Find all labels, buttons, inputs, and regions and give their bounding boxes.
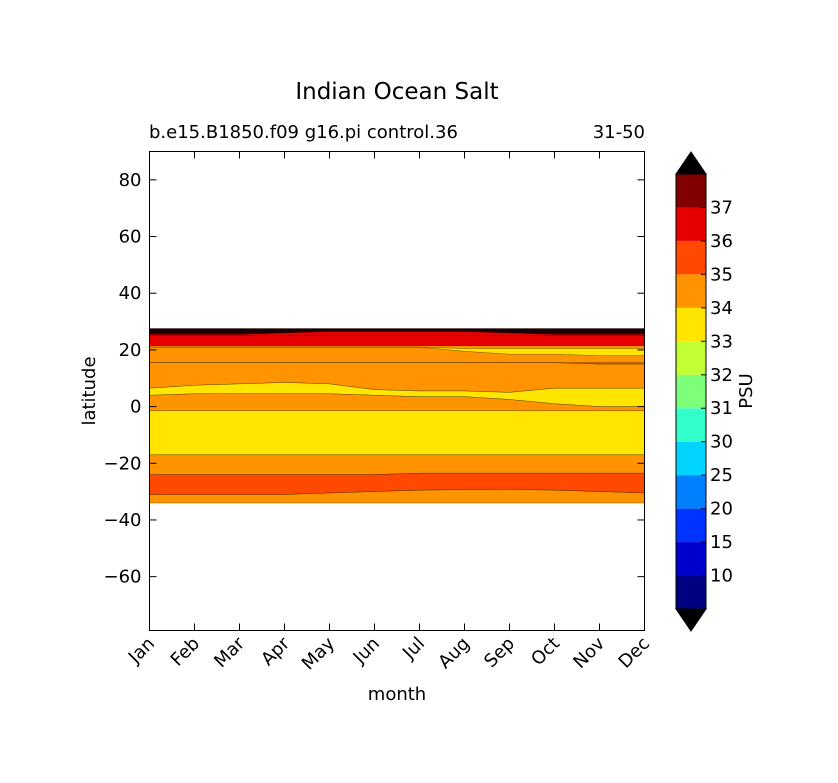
contour-band-34-35 bbox=[149, 489, 645, 504]
y-axis-ticks: 80 60 40 20 0 −20 −40 −60 bbox=[104, 170, 645, 588]
chart-subtitle-right: 31-50 bbox=[593, 122, 645, 143]
x-tick-label: Sep bbox=[480, 633, 519, 672]
contour-band-36-37 bbox=[149, 331, 645, 336]
colorbar-under-extend bbox=[675, 608, 707, 632]
colorbar-segment bbox=[676, 240, 706, 275]
y-tick-label: 40 bbox=[119, 283, 142, 304]
colorbar-tick-label: 33 bbox=[710, 331, 733, 352]
colorbar-over-extend bbox=[675, 151, 707, 175]
colorbar-segment bbox=[676, 441, 706, 476]
colorbar-tick-label: 32 bbox=[710, 365, 733, 386]
y-tick-label: 20 bbox=[119, 340, 142, 361]
colorbar-segment bbox=[676, 341, 706, 375]
x-tick-label: May bbox=[298, 633, 339, 674]
contour-band-33-34 bbox=[149, 346, 645, 356]
colorbar-segment bbox=[676, 274, 706, 308]
chart-subtitle-left: b.e15.B1850.f09 g16.pi control.36 bbox=[149, 122, 458, 143]
x-tick-label: Jul bbox=[398, 633, 429, 664]
x-tick-label: Nov bbox=[569, 633, 609, 673]
y-tick-label: −20 bbox=[104, 453, 142, 474]
colorbar-tick-label: 10 bbox=[710, 566, 733, 587]
contour-band-35-36 bbox=[149, 362, 645, 365]
y-tick-label: 60 bbox=[119, 227, 142, 248]
plot-area bbox=[149, 151, 645, 631]
contour-band-34-35 bbox=[149, 454, 645, 475]
x-tick-label: Mar bbox=[210, 633, 249, 672]
x-axis-label: month bbox=[368, 684, 426, 705]
colorbar-segment bbox=[676, 542, 706, 576]
y-tick-label: −40 bbox=[104, 510, 142, 531]
colorbar-segment bbox=[676, 174, 706, 208]
x-tick-label: Apr bbox=[257, 633, 294, 670]
colorbar-tick-label: 30 bbox=[710, 432, 733, 453]
contour-band-33-34 bbox=[149, 410, 645, 456]
colorbar-segment bbox=[676, 508, 706, 543]
colorbar-segment bbox=[676, 575, 706, 609]
chart-title: Indian Ocean Salt bbox=[295, 79, 498, 105]
colorbar-segment bbox=[676, 207, 706, 241]
colorbar: 10 15 20 25 30 31 32 33 34 35 36 37 bbox=[675, 151, 733, 632]
x-tick-label: Aug bbox=[434, 633, 474, 673]
x-tick-label: Dec bbox=[615, 633, 654, 672]
x-tick-label: Feb bbox=[167, 633, 204, 670]
x-tick-label: Jan bbox=[124, 633, 159, 668]
y-axis-label: latitude bbox=[79, 356, 100, 425]
colorbar-tick-label: 36 bbox=[710, 231, 733, 252]
colorbar-tick-label: 31 bbox=[710, 398, 733, 419]
colorbar-segment bbox=[676, 408, 706, 442]
colorbar-tick-label: 25 bbox=[710, 465, 733, 486]
plot-frame bbox=[149, 151, 645, 631]
colorbar-segment bbox=[676, 374, 706, 409]
y-tick-label: 80 bbox=[119, 170, 142, 191]
y-tick-label: −60 bbox=[104, 567, 142, 588]
colorbar-segment bbox=[676, 307, 706, 342]
colorbar-tick-label: 20 bbox=[710, 499, 733, 520]
colorbar-label: PSU bbox=[736, 373, 757, 408]
x-tick-label: Jun bbox=[349, 633, 384, 668]
y-tick-label: 0 bbox=[130, 397, 141, 418]
x-tick-label: Oct bbox=[527, 633, 564, 670]
colorbar-frame bbox=[675, 173, 707, 610]
colorbar-tick-label: 37 bbox=[710, 197, 733, 218]
colorbar-segment bbox=[676, 475, 706, 509]
contour-bands bbox=[149, 328, 645, 504]
colorbar-tick-label: 15 bbox=[710, 532, 733, 553]
colorbar-tick-label: 35 bbox=[710, 264, 733, 285]
colorbar-tick-label: 34 bbox=[710, 298, 733, 319]
